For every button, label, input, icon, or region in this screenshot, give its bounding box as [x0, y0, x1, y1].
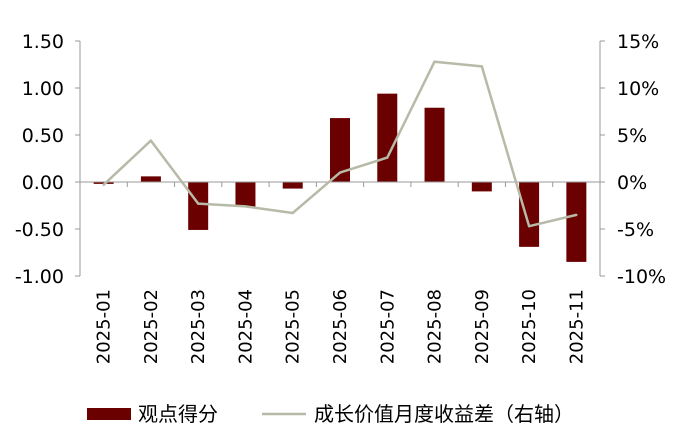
bar-2025-10: [519, 182, 540, 247]
x-tick-label: 2025-06: [330, 289, 351, 364]
bar-2025-03: [188, 182, 209, 230]
line-series: [102, 60, 578, 228]
x-tick-label: 2025-04: [235, 289, 256, 364]
x-tick-label: 2025-07: [377, 289, 398, 364]
line-point-2025-08: [433, 60, 436, 63]
x-tick-label: 2025-08: [425, 289, 446, 364]
bar-2025-04: [235, 182, 256, 207]
line-point-2025-07: [386, 156, 389, 159]
bar-2025-11: [566, 182, 587, 262]
right-tick-label: 0%: [617, 172, 647, 194]
x-tick-label: 2025-11: [566, 289, 587, 364]
right-tick-label: 15%: [617, 31, 659, 53]
legend-swatch-bar: [87, 408, 131, 420]
bar-2025-02: [140, 176, 161, 182]
line-point-2025-04: [244, 205, 247, 208]
line-point-2025-06: [338, 171, 342, 174]
x-tick-label: 2025-09: [472, 289, 493, 364]
left-tick-label: 0.50: [22, 125, 64, 147]
right-tick-label: 10%: [617, 78, 659, 100]
x-axis-labels: 2025-01 2025-02 2025-03 2025-04 2025-05 2025-…: [94, 289, 588, 364]
left-tick-label: 1.00: [22, 78, 64, 100]
left-axis: 1.50 1.00 0.50 0.00 -0.50 -1.00: [15, 31, 81, 288]
bar-2025-05: [282, 182, 303, 189]
line-point-2025-02: [149, 139, 153, 142]
bar-2025-01: [93, 182, 114, 184]
right-tick-label: -10%: [617, 266, 666, 288]
line-point-2025-05: [291, 211, 294, 215]
line-point-2025-09: [480, 65, 484, 68]
x-tick-label: 2025-03: [188, 289, 209, 364]
line-point-2025-10: [527, 224, 531, 228]
left-tick-label: -0.50: [15, 219, 64, 241]
x-tick-label: 2025-01: [94, 289, 115, 364]
legend: 观点得分 成长价值月度收益差（右轴）: [87, 402, 574, 426]
x-tick-label: 2025-05: [283, 289, 304, 364]
bar-2025-07: [377, 93, 398, 182]
line-point-2025-11: [575, 213, 578, 217]
left-tick-label: -1.00: [15, 266, 64, 288]
line-point-2025-01: [102, 183, 105, 187]
bar-2025-08: [424, 107, 445, 182]
legend-label-bar: 观点得分: [138, 402, 218, 426]
right-axis: 15% 10% 5% 0% -5% -10%: [599, 31, 666, 288]
left-tick-label: 1.50: [22, 31, 64, 53]
bar-series: [93, 93, 587, 262]
bar-2025-09: [471, 182, 492, 192]
left-tick-label: 0.00: [22, 172, 64, 194]
x-tick-label: 2025-02: [141, 289, 162, 364]
right-tick-label: -5%: [617, 219, 654, 241]
x-tick-label: 2025-10: [519, 289, 540, 364]
line-point-2025-03: [196, 202, 200, 205]
legend-label-line: 成长价值月度收益差（右轴）: [314, 402, 574, 426]
bar-2025-06: [330, 118, 350, 182]
zero-line: [79, 181, 601, 187]
right-tick-label: 5%: [617, 125, 647, 147]
